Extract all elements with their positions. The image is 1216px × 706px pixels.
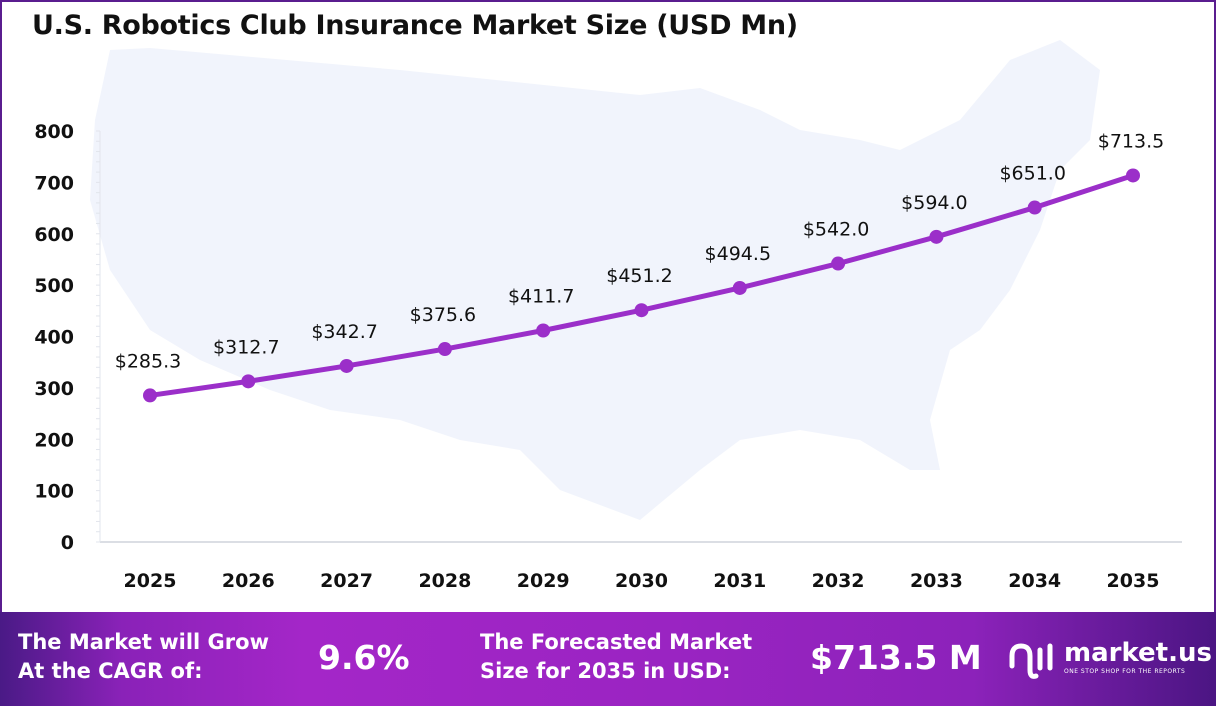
x-tick-label: 2029 (517, 570, 570, 592)
logo-mark-icon (1009, 643, 1053, 679)
x-tick-label: 2027 (320, 570, 373, 592)
market-us-logo: market.us ONE STOP SHOP FOR THE REPORTS (1006, 638, 1212, 684)
cagr-label-line-1: The Market will Grow (18, 630, 269, 654)
y-tick-label: 200 (34, 429, 74, 451)
line-chart: 0 100 200 300 400 500 600 700 800 2025 2026 2027 20… (34, 40, 1182, 592)
x-tick-label: 2031 (713, 570, 766, 592)
data-label: $342.7 (311, 321, 377, 343)
data-point (1126, 168, 1140, 183)
logo-name: market.us (1064, 638, 1212, 668)
y-tick-label: 700 (34, 172, 74, 194)
us-map-silhouette (90, 40, 1100, 520)
forecast-label-line-2: Size for 2035 in USD: (480, 659, 731, 683)
y-tick-label: 400 (34, 327, 74, 349)
y-tick-label: 500 (34, 275, 74, 297)
data-point (732, 280, 747, 295)
data-point (241, 374, 256, 389)
x-tick-label: 2025 (124, 570, 177, 592)
x-tick-label: 2035 (1107, 570, 1160, 592)
data-label: $451.2 (606, 265, 672, 287)
cagr-value: 9.6% (318, 638, 410, 677)
data-point (1027, 200, 1042, 215)
x-tick-label: 2030 (615, 570, 668, 592)
y-tick-label: 600 (34, 224, 74, 246)
data-point (143, 388, 157, 403)
x-tick-label: 2032 (812, 570, 865, 592)
x-tick-label: 2033 (910, 570, 963, 592)
data-label: $594.0 (901, 192, 967, 214)
forecast-label-line-1: The Forecasted Market (480, 630, 753, 654)
logo-tagline: ONE STOP SHOP FOR THE REPORTS (1064, 668, 1186, 675)
data-label: $713.5 (1098, 130, 1164, 152)
data-label: $651.0 (999, 163, 1065, 185)
data-point (831, 256, 846, 271)
data-label: $312.7 (213, 336, 279, 358)
data-point (634, 303, 649, 318)
y-tick-label: 800 (34, 121, 74, 143)
x-tick-label: 2034 (1008, 570, 1061, 592)
data-label: $542.0 (803, 219, 869, 241)
x-tick-label: 2028 (418, 570, 471, 592)
forecast-value: $713.5 M (810, 638, 982, 677)
data-label: $375.6 (410, 304, 476, 326)
cagr-label: The Market will Grow At the CAGR of: (18, 628, 269, 686)
chart-title: U.S. Robotics Club Insurance Market Size… (32, 10, 798, 41)
data-label: $411.7 (508, 285, 574, 307)
data-point (536, 323, 551, 338)
y-tick-label: 0 (61, 532, 74, 554)
forecast-label: The Forecasted Market Size for 2035 in U… (480, 628, 752, 686)
y-tick-label: 300 (34, 378, 74, 400)
data-point (437, 342, 452, 357)
cagr-label-line-2: At the CAGR of: (18, 659, 203, 683)
summary-footer: The Market will Grow At the CAGR of: 9.6… (0, 612, 1216, 706)
data-point (339, 358, 354, 373)
data-label: $285.3 (115, 350, 181, 372)
data-point (929, 229, 944, 244)
x-tick-label: 2026 (222, 570, 275, 592)
y-tick-label: 100 (34, 481, 74, 503)
data-label: $494.5 (705, 243, 771, 265)
